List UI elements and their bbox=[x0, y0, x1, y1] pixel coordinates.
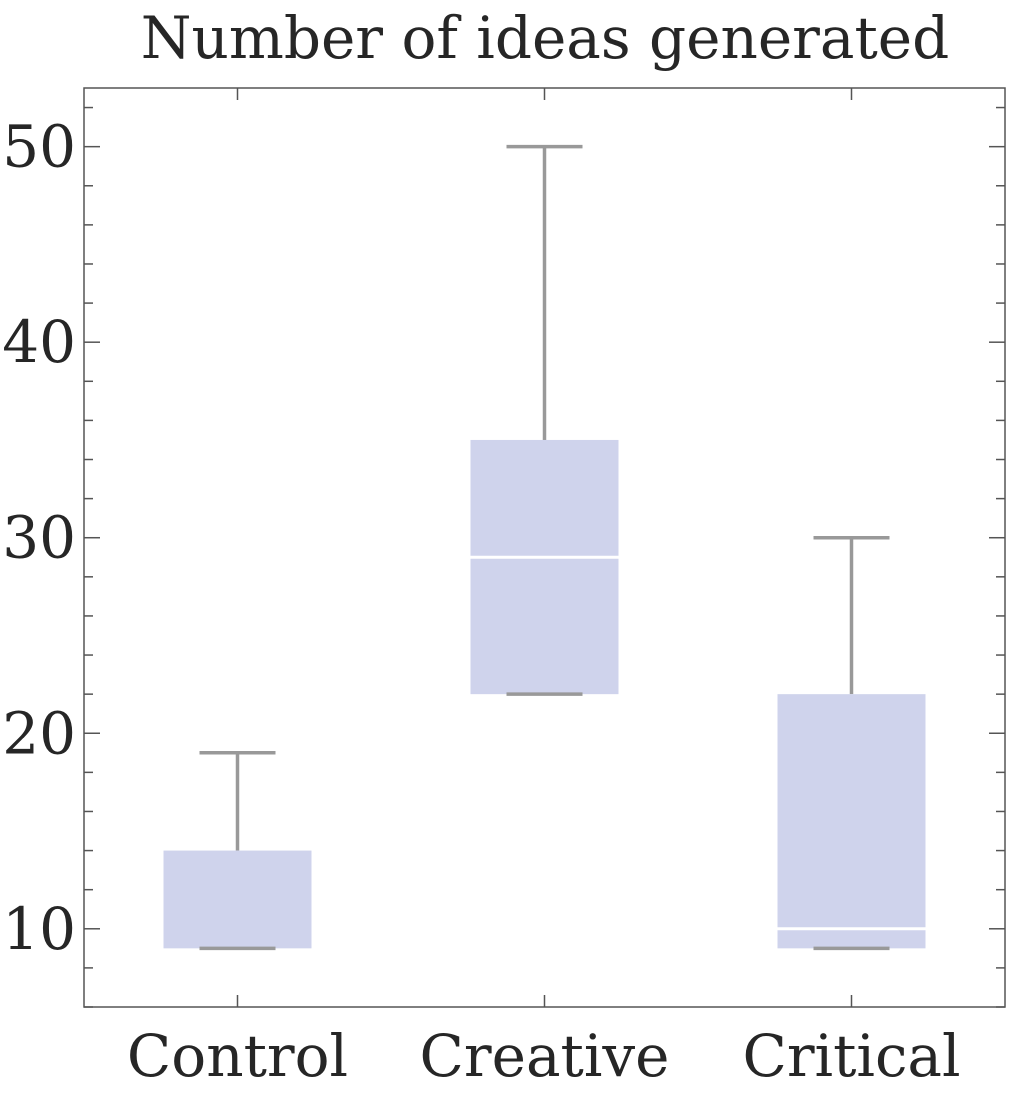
y-tick-label: 10 bbox=[2, 895, 76, 963]
y-tick-label: 50 bbox=[2, 113, 76, 181]
y-tick-label: 40 bbox=[2, 308, 76, 376]
axis-labels: 10 20 30 40 50 Control Creative Critical bbox=[2, 113, 960, 1090]
box-body bbox=[163, 850, 312, 949]
axis-ticks bbox=[84, 88, 1005, 1008]
y-tick-label: 20 bbox=[2, 699, 76, 767]
x-category-label: Critical bbox=[742, 1022, 960, 1090]
box-control bbox=[163, 751, 312, 951]
box-creative bbox=[470, 144, 619, 696]
chart-title: Number of ideas generated bbox=[141, 4, 950, 72]
x-category-label: Control bbox=[127, 1022, 348, 1090]
box-critical bbox=[777, 535, 926, 951]
box-body bbox=[470, 439, 619, 695]
x-category-label: Creative bbox=[420, 1022, 670, 1090]
y-tick-label: 30 bbox=[2, 504, 76, 572]
boxes bbox=[163, 144, 926, 951]
box-body bbox=[777, 694, 926, 949]
